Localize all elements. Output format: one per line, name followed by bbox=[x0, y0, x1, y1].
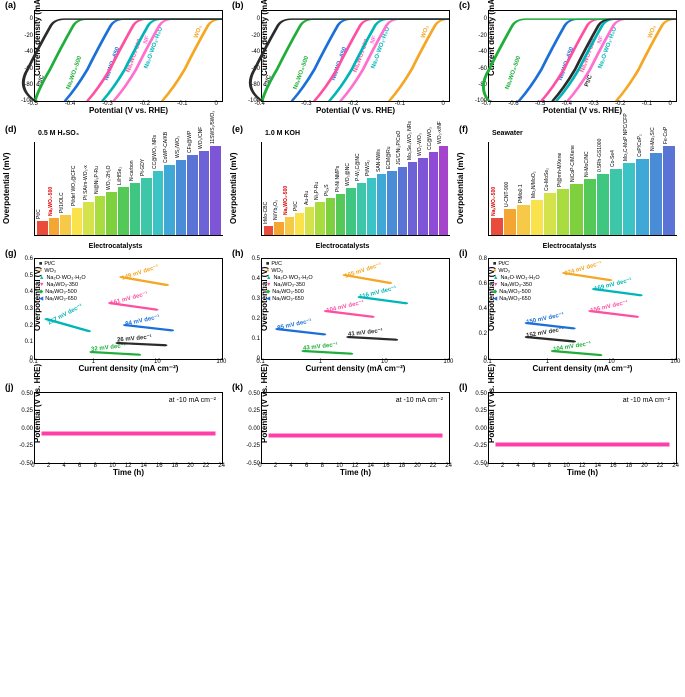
overpotential-bars: (d)0.5 M H₂SO₄Pt/CNaₓWO₃-500Pt/1/OLCPt/d… bbox=[4, 128, 227, 248]
polarization-panel: (a)Current density (mA cm⁻²)Potential (V… bbox=[4, 4, 227, 124]
polarization-panel: (c)Current density (mA cm⁻²)Potential (V… bbox=[458, 4, 681, 124]
stability-panel: (l)Potential (V vs. HRE)Time (h)-0.50-0.… bbox=[458, 386, 681, 486]
tafel-panel: (i)Overpotential (V)Current density (mA … bbox=[458, 252, 681, 382]
overpotential-bars: (e)1.0 M KOHIrMo-CBCNi/Yb₂O₃NaₓWO₃-500Pt… bbox=[231, 128, 454, 248]
tafel-panel: (g)Overpotential (V)Current density (mA … bbox=[4, 252, 227, 382]
tafel-panel: (h)Overpotential (V)Current density (mA … bbox=[231, 252, 454, 382]
stability-panel: (j)Potential (V vs. HRE)Time (h)-0.50-0.… bbox=[4, 386, 227, 486]
overpotential-bars: (f)SeawaterNaₓWO₃-500U-CNT-900PtMo0.1Mo₂… bbox=[458, 128, 681, 248]
stability-panel: (k)Potential (V vs. HRE)Time (h)-0.50-0.… bbox=[231, 386, 454, 486]
polarization-panel: (b)Current density (mA cm⁻²)Potential (V… bbox=[231, 4, 454, 124]
